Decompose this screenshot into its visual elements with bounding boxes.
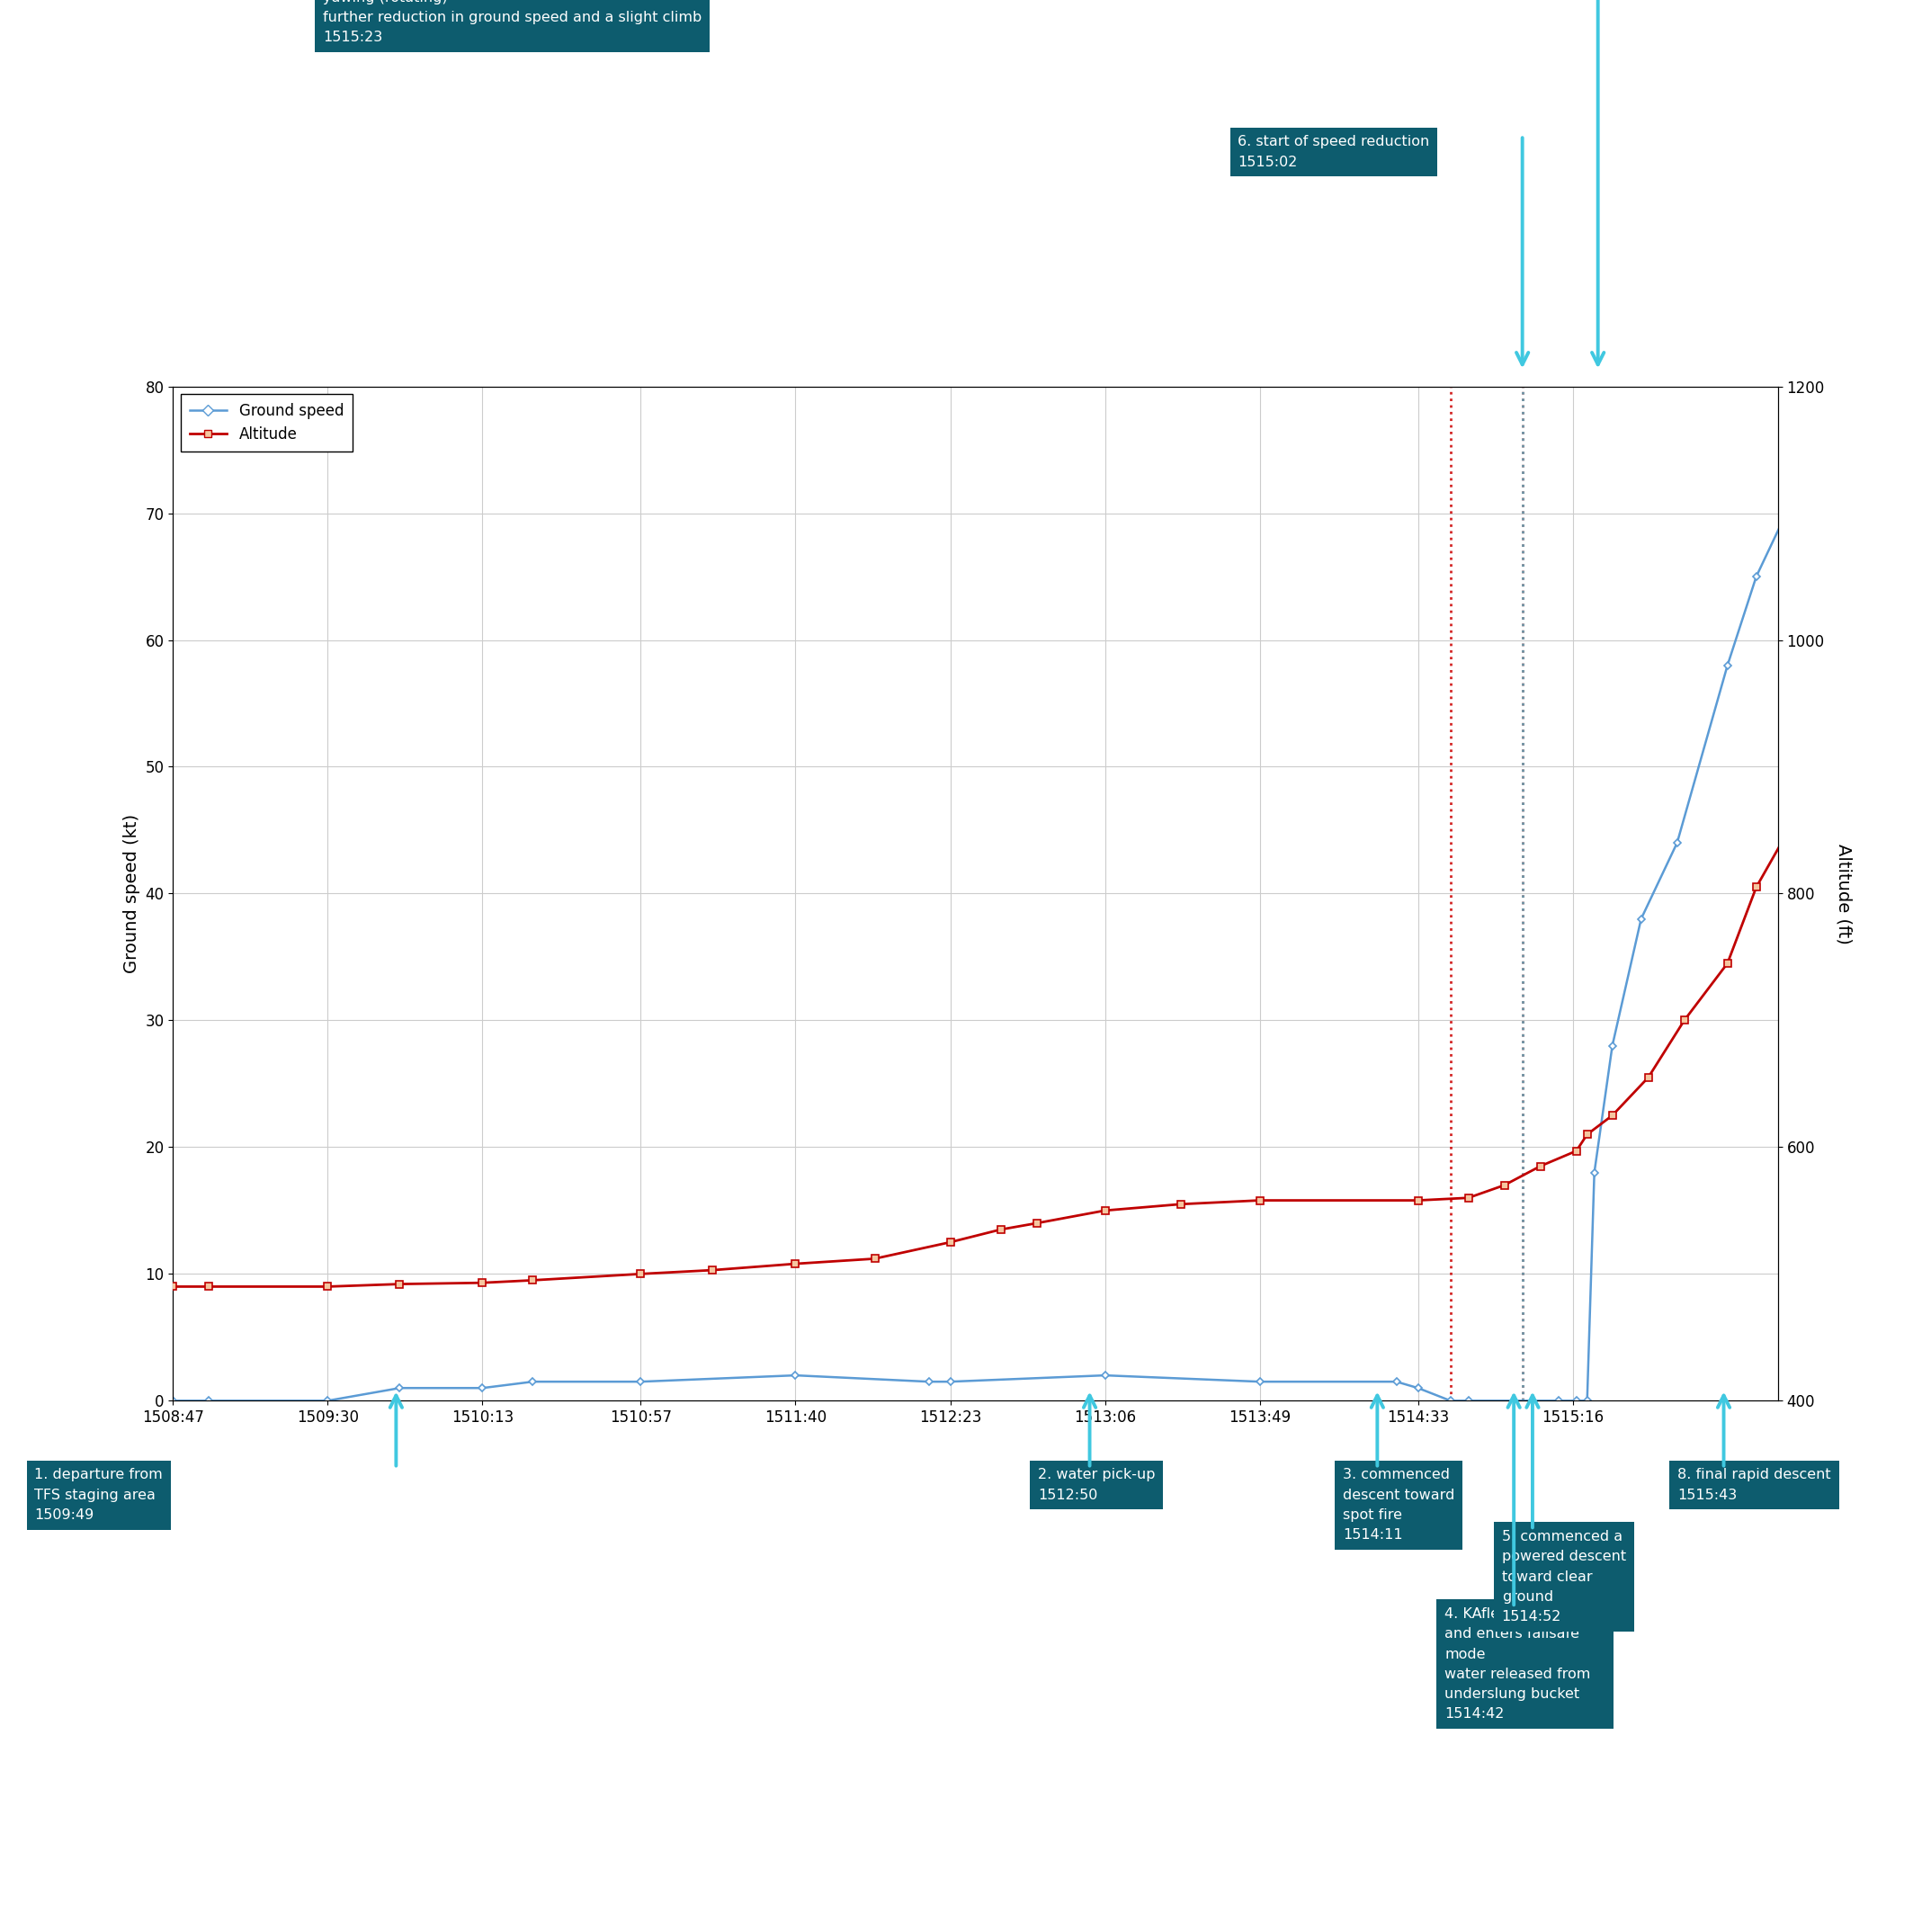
- Y-axis label: Altitude (ft): Altitude (ft): [1836, 842, 1853, 945]
- Text: 6. start of speed reduction
1515:02: 6. start of speed reduction 1515:02: [1238, 135, 1430, 168]
- Legend: Ground speed, Altitude: Ground speed, Altitude: [181, 394, 354, 452]
- Text: 1. departure from
TFS staging area
1509:49: 1. departure from TFS staging area 1509:…: [35, 1468, 163, 1522]
- Text: 3. commenced
descent toward
spot fire
1514:11: 3. commenced descent toward spot fire 15…: [1343, 1468, 1455, 1542]
- Text: 4. KAflex partially fails
and enters failsafe
mode
water released from
underslun: 4. KAflex partially fails and enters fai…: [1445, 1607, 1607, 1721]
- Y-axis label: Ground speed (kt): Ground speed (kt): [123, 813, 140, 974]
- Text: 2. water pick-up
1512:50: 2. water pick-up 1512:50: [1038, 1468, 1155, 1501]
- Text: 7. KAflex failure and commencement of helicopter
yawing (rotating)
further reduc: 7. KAflex failure and commencement of he…: [323, 0, 702, 44]
- Text: 8. final rapid descent
1515:43: 8. final rapid descent 1515:43: [1678, 1468, 1832, 1501]
- Text: 5. commenced a
powered descent
toward clear
ground
1514:52: 5. commenced a powered descent toward cl…: [1501, 1530, 1626, 1623]
